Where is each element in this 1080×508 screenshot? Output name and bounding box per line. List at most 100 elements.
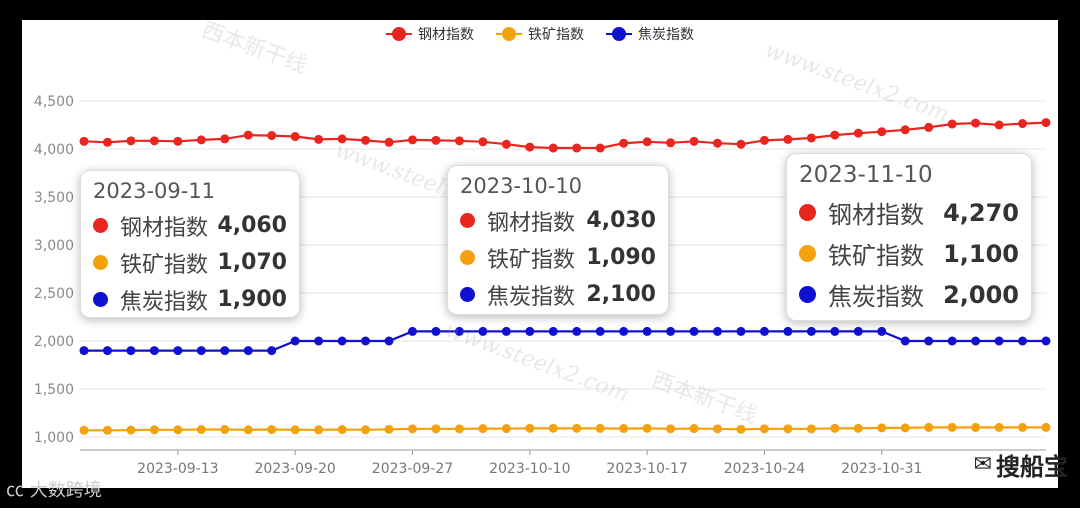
data-point [595, 326, 605, 336]
tooltip-value: 4,270 [943, 198, 1019, 227]
legend-item-steel[interactable]: 钢材指数 [386, 24, 474, 44]
data-point [853, 128, 863, 138]
data-point [924, 122, 934, 132]
data-point [572, 326, 582, 336]
data-point [642, 326, 652, 336]
steel-dot-icon [799, 204, 816, 221]
data-point [689, 136, 699, 146]
data-point [830, 423, 840, 433]
data-point [877, 127, 887, 137]
data-point [243, 425, 253, 435]
data-point [290, 132, 300, 142]
data-point [337, 134, 347, 144]
data-point [407, 326, 417, 336]
data-point [759, 326, 769, 336]
data-point [431, 424, 441, 434]
data-point [713, 138, 723, 148]
data-point [267, 346, 277, 356]
tooltip-2023-10-10: 2023-10-10 钢材指数 4,030 铁矿指数 1,090 焦炭指数 2,… [447, 165, 669, 315]
coke-dot-icon [93, 292, 108, 307]
tooltip-value: 2,000 [943, 280, 1019, 309]
data-point [1018, 119, 1028, 129]
tooltip-value: 1,900 [217, 287, 287, 312]
tooltip-series-name: 铁矿指数 [487, 247, 576, 273]
legend-item-iron-ore[interactable]: 铁矿指数 [496, 24, 584, 44]
x-tick-label: 2023-09-13 [137, 461, 218, 477]
data-point [947, 422, 957, 432]
data-point [900, 336, 910, 346]
data-point [900, 125, 910, 135]
data-point [971, 118, 981, 128]
tooltip-row-iron-ore: 铁矿指数 1,070 [93, 244, 287, 281]
data-point [642, 137, 652, 147]
y-tick-label: 3,000 [34, 238, 74, 254]
data-point [877, 423, 887, 433]
data-point [853, 326, 863, 336]
steel-dot-icon [460, 213, 475, 228]
data-point [1018, 336, 1028, 346]
data-point [173, 346, 183, 356]
x-tick-label: 2023-10-17 [606, 461, 687, 477]
x-tick-label: 2023-10-24 [724, 461, 805, 477]
coke-dot-icon [799, 286, 816, 303]
legend-label-iron-ore: 铁矿指数 [528, 27, 584, 43]
tooltip-row-coke: 焦炭指数 2,000 [799, 274, 1019, 315]
data-point [407, 135, 417, 145]
data-point [384, 336, 394, 346]
x-tick-label: 2023-09-20 [254, 461, 335, 477]
legend-swatch-iron-ore [496, 27, 522, 41]
iron-ore-dot-icon [799, 245, 816, 262]
watermark-text: 搜船宝 [996, 453, 1068, 481]
data-point [689, 424, 699, 434]
data-point [548, 326, 558, 336]
data-point [877, 326, 887, 336]
data-point [102, 137, 112, 147]
iron-ore-dot-icon [460, 250, 475, 265]
y-tick-label: 3,500 [34, 190, 74, 206]
data-point [947, 336, 957, 346]
brand-logo-icon: ㏄ [6, 480, 24, 501]
x-tick-label: 2023-10-10 [489, 461, 570, 477]
data-point [337, 336, 347, 346]
data-point [501, 326, 511, 336]
y-tick-label: 1,500 [34, 382, 74, 398]
legend-item-coke[interactable]: 焦炭指数 [606, 24, 694, 44]
data-point [713, 326, 723, 336]
data-point [666, 424, 676, 434]
data-point [994, 120, 1004, 130]
wechat-icon: ✉ [973, 452, 992, 477]
data-point [736, 424, 746, 434]
data-point [126, 425, 136, 435]
data-point [572, 143, 582, 153]
data-point [478, 326, 488, 336]
data-point [595, 143, 605, 153]
data-point [243, 130, 253, 140]
tooltip-row-steel: 钢材指数 4,270 [799, 192, 1019, 233]
data-point [548, 143, 558, 153]
data-point [361, 336, 371, 346]
data-point [173, 136, 183, 146]
data-point [759, 135, 769, 145]
data-point [666, 138, 676, 148]
data-point [384, 424, 394, 434]
data-point [407, 424, 417, 434]
tooltip-value: 1,100 [943, 239, 1019, 268]
data-point [783, 326, 793, 336]
data-point [689, 326, 699, 336]
data-point [548, 423, 558, 433]
data-point [361, 135, 371, 145]
coke-dot-icon [460, 287, 475, 302]
data-point [102, 425, 112, 435]
data-point [994, 422, 1004, 432]
data-point [149, 425, 159, 435]
tooltip-value: 2,100 [586, 282, 656, 307]
data-point [713, 424, 723, 434]
y-tick-label: 1,000 [34, 430, 74, 446]
data-point [900, 423, 910, 433]
data-point [243, 346, 253, 356]
data-point [924, 422, 934, 432]
data-point [478, 424, 488, 434]
x-tick-label: 2023-10-31 [841, 461, 922, 477]
data-point [220, 134, 230, 144]
data-point [314, 134, 324, 144]
